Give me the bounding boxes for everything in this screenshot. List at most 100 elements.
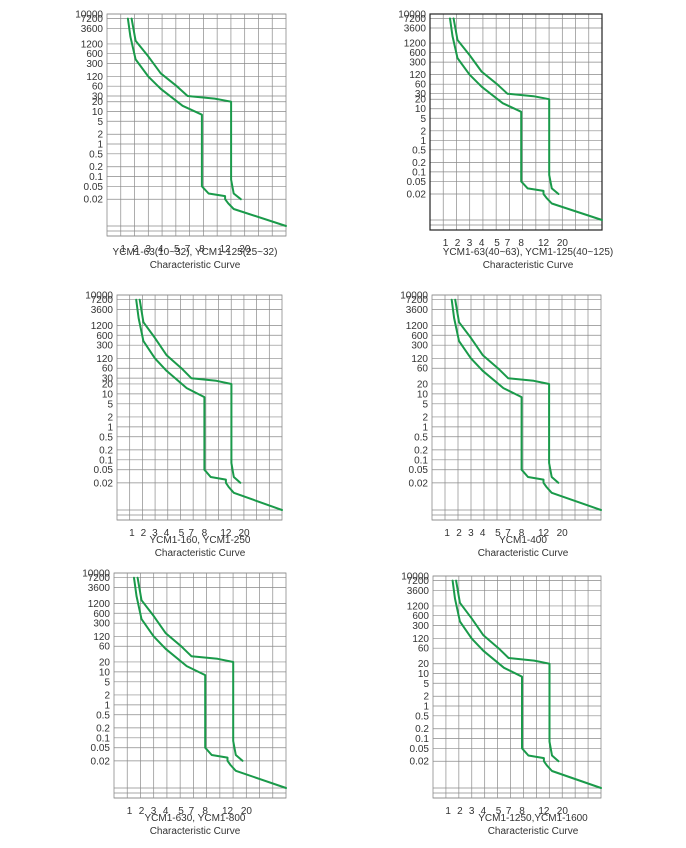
chart-3-x-tick-label: 12 [220, 528, 232, 539]
chart-2-subtitle: Characteristic Curve [482, 260, 574, 271]
chart-2-title: YCM1-63(40~63), YCM1-125(40~125) [442, 247, 614, 258]
chart-2-y-tick-label: 10000 [398, 10, 426, 21]
chart-5-y-tick-label: 3600 [88, 583, 111, 594]
chart-6-y-tick-label: 20 [418, 659, 430, 670]
chart-4-y-tick-label: 60 [417, 364, 429, 375]
chart-1-caption: YCM1-63(10~32), YCM1-125(25~32) Characte… [60, 246, 330, 272]
chart-4-y-tick-label: 5 [422, 399, 428, 410]
chart-6-x-tick-label: 12 [538, 806, 550, 817]
chart-4-y-tick-label: 0.2 [414, 445, 428, 456]
chart-6-y-tick-label: 0.5 [415, 711, 429, 722]
chart-4-y-tick-label: 0.05 [409, 465, 429, 476]
chart-1-y-tick-label: 20 [92, 97, 104, 108]
chart-1-y-tick-label: 300 [86, 59, 103, 70]
chart-2-y-tick-label: 20 [415, 95, 427, 106]
chart-2-y-tick-label: 0.1 [412, 167, 426, 178]
chart-5-y-tick-label: 300 [93, 619, 110, 630]
chart-1-y-tick-label: 0.1 [89, 172, 103, 183]
chart-6-title: YCM1-1250,YCM1-1600 [478, 813, 588, 824]
chart-3-x-tick-label: 20 [238, 528, 250, 539]
chart-3-y-tick-label: 7200 [91, 295, 114, 306]
chart-1-x-tick-label: 1 [120, 244, 126, 255]
chart-3-y-tick-label: 3600 [91, 305, 114, 316]
chart-2-x-tick-label: 4 [479, 238, 485, 249]
chart-6-x-tick-label: 1 [445, 806, 451, 817]
chart-panel-4: 10000 7200 3600 1200 600 300 120 60 20 10 5 2 1 0.5 0.… [343, 288, 686, 559]
chart-3-y-tick-label: 10000 [85, 291, 113, 302]
chart-6-x-tick-label: 4 [481, 806, 487, 817]
chart-6-y-tick-label: 300 [412, 621, 429, 632]
chart-6-y-tick-label: 600 [412, 611, 429, 622]
chart-1-y-tick-label: 0.05 [84, 182, 104, 193]
chart-1-x-tick-label: 4 [158, 244, 164, 255]
chart-3-x-tick-label: 4 [164, 528, 170, 539]
chart-5-y-tick-label: 0.2 [96, 723, 110, 734]
chart-2-y-tick-label: 300 [409, 58, 426, 69]
chart-6-y-tick-label: 120 [412, 634, 429, 645]
chart-4-y-tick-label: 0.5 [414, 432, 428, 443]
chart-3-y-tick-label: 1200 [91, 321, 114, 332]
chart-4-y-tick-label: 1200 [406, 321, 429, 332]
chart-4-y-tick-label: 3600 [406, 305, 429, 316]
chart-2-frame [429, 13, 603, 231]
chart-3-y-tick-label: 0.05 [94, 465, 114, 476]
chart-2-x-tick-label: 20 [557, 238, 569, 249]
chart-2-y-tick-label: 7200 [404, 14, 427, 25]
chart-6-y-tick-label: 5 [423, 679, 429, 690]
chart-1-x-tick-label: 8 [199, 244, 205, 255]
chart-4-svg: 100007200360012006003001206020105210.50.… [400, 291, 602, 539]
chart-4-y-tick-label: 20 [417, 379, 429, 390]
chart-4-curve-1 [450, 298, 602, 511]
chart-6-x-tick-label: 8 [519, 806, 525, 817]
chart-3-y-tick-label: 0.1 [99, 455, 113, 466]
chart-3-y-tick-label: 60 [102, 364, 114, 375]
chart-1-y-tick-label: 600 [86, 49, 103, 60]
chart-6-caption: YCM1-1250,YCM1-1600 Characteristic Curve [413, 812, 653, 838]
chart-2-y-tick-label: 30 [415, 89, 427, 100]
chart-3-y-tick-label: 120 [96, 354, 113, 365]
chart-5-caption: YCM1-630, YCM1-800 Characteristic Curve [75, 812, 315, 838]
chart-1-title: YCM1-63(10~32), YCM1-125(25~32) [112, 247, 278, 258]
chart-3-x-tick-label: 5 [179, 528, 185, 539]
chart-2-y-tick-label: 1 [420, 136, 426, 147]
chart-1-y-tick-label: 0.2 [89, 162, 103, 173]
chart-1-y-tick-label: 10000 [75, 10, 103, 21]
chart-4-title: YCM1-400 [499, 535, 547, 546]
chart-1-curve-1 [126, 17, 287, 227]
chart-5-y-tick-label: 1 [104, 700, 110, 711]
chart-3-svg: 10000720036001200600300120603020105210.5… [85, 291, 283, 539]
chart-2-y-tick-label: 0.2 [412, 158, 426, 169]
chart-5-frame [113, 572, 287, 799]
chart-5-y-tick-label: 0.1 [96, 733, 110, 744]
chart-panel-6: 10000 7200 3600 1200 600 300 120 60 20 10 5 2 1 0.5 0.… [343, 566, 686, 848]
chart-4-y-tick-label: 7200 [406, 295, 429, 306]
chart-3-x-tick-label: 3 [152, 528, 158, 539]
chart-panel-1: 10000 7200 3600 1200 600 300 120 60 30 20 10 5 2 1 0.5… [0, 0, 343, 280]
chart-6-curve-2 [455, 579, 560, 763]
chart-2-y-tick-label: 600 [409, 48, 426, 59]
chart-3-y-tick-label: 0.5 [99, 432, 113, 443]
chart-5-x-tick-label: 5 [178, 806, 184, 817]
chart-2-y-tick-label: 60 [415, 80, 427, 91]
chart-6-y-tick-label: 10 [418, 669, 430, 680]
chart-4-frame [431, 294, 602, 521]
chart-2-x-tick-label: 8 [518, 238, 524, 249]
chart-1-curve-2 [130, 17, 242, 201]
chart-6-x-tick-label: 2 [457, 806, 463, 817]
chart-3-y-tick-label: 20 [102, 379, 114, 390]
chart-1-y-tick-label: 120 [86, 72, 103, 83]
chart-1-subtitle: Characteristic Curve [149, 260, 241, 271]
chart-3-curve-2 [138, 298, 242, 484]
chart-3-y-tick-label: 5 [107, 399, 113, 410]
chart-6-curve-1 [451, 579, 602, 789]
chart-1-y-tick-label: 10 [92, 107, 104, 118]
chart-2-curve-2 [452, 17, 560, 195]
chart-1-y-tick-label: 60 [92, 82, 104, 93]
chart-4-x-tick-label: 8 [519, 528, 525, 539]
chart-6-y-tick-label: 0.02 [410, 757, 430, 768]
chart-4-y-tick-label: 1 [422, 422, 428, 433]
chart-1-x-tick-label: 2 [133, 244, 139, 255]
chart-5-y-tick-label: 60 [99, 642, 111, 653]
chart-3-frame [116, 294, 283, 521]
chart-3-y-tick-label: 0.02 [94, 478, 114, 489]
